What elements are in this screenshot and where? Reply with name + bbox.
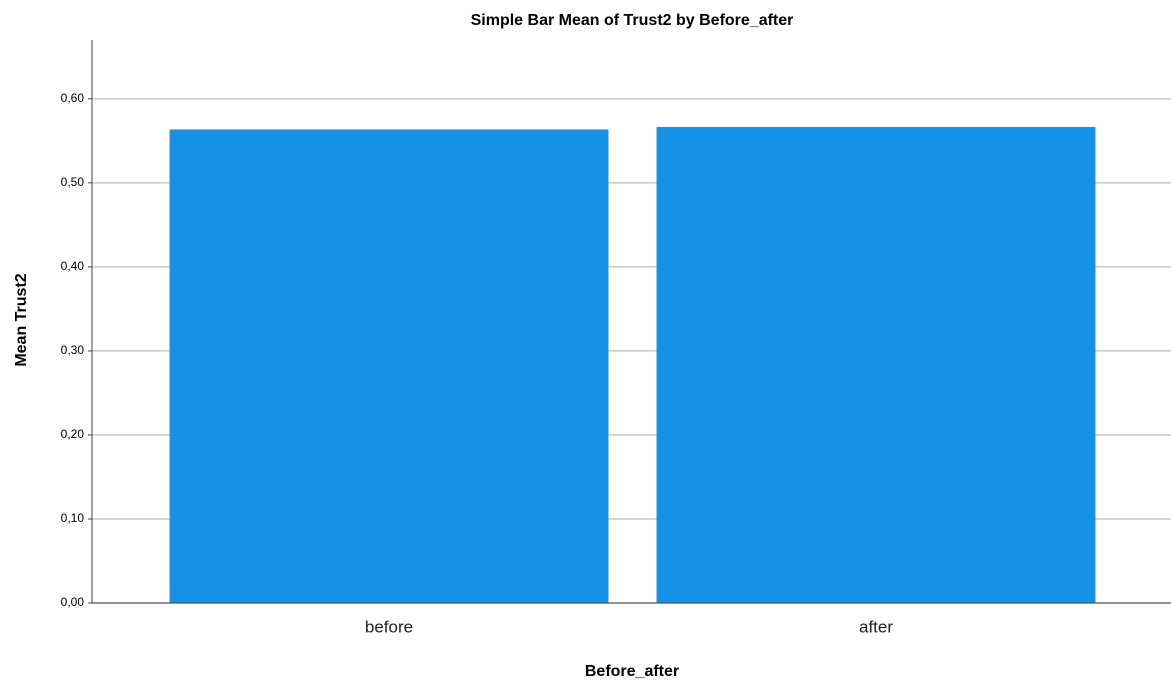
bar [656, 126, 1096, 604]
y-tick-label: 0,20 [61, 427, 85, 441]
chart-title: Simple Bar Mean of Trust2 by Before_afte… [471, 12, 794, 29]
y-tick-label: 0,40 [61, 259, 85, 273]
y-tick-label: 0,00 [61, 595, 85, 609]
y-axis-label: Mean Trust2 [13, 273, 30, 366]
x-tick-label: after [859, 617, 893, 636]
y-tick-label: 0,50 [61, 175, 85, 189]
x-axis-label: Before_after [585, 663, 679, 680]
y-tick-label: 0,30 [61, 343, 85, 357]
x-tick-label: before [365, 617, 413, 636]
bar [169, 129, 609, 604]
y-tick-label: 0,10 [61, 511, 85, 525]
y-tick-label: 0,60 [61, 91, 85, 105]
